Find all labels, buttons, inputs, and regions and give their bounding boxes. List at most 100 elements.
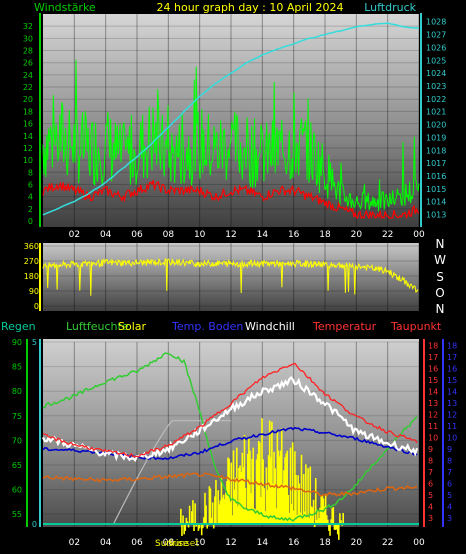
ground-temp-tick-10: 10 xyxy=(447,434,457,443)
legend: Regen Luftfeuchte Solar Temp. Boden Wind… xyxy=(1,320,442,333)
humidity-tick-70: 70 xyxy=(12,436,22,445)
wind-tick-32: 32 xyxy=(23,22,33,31)
temperature-tick-6: 6 xyxy=(428,480,433,489)
wind-tick-20: 20 xyxy=(23,95,33,104)
pressure-tick-1022: 1022 xyxy=(426,95,446,104)
wind-tick-28: 28 xyxy=(23,47,33,56)
legend-temp-boden: Temp. Boden xyxy=(171,320,243,333)
direction-tick-180: 180 xyxy=(24,272,39,281)
wind-tick-4: 4 xyxy=(28,193,33,202)
direction-label-n-top: N xyxy=(436,237,445,251)
humidity-tick-65: 65 xyxy=(12,461,22,470)
temperature-tick-10: 10 xyxy=(428,434,438,443)
ground-temp-tick-6: 6 xyxy=(447,480,452,489)
x-tick-label-16: 16 xyxy=(288,230,300,240)
wind-tick-16: 16 xyxy=(23,120,33,129)
wind-tick-0: 0 xyxy=(28,217,33,226)
x-tick-label-04: 04 xyxy=(100,538,112,548)
x-tick-label-20: 20 xyxy=(351,230,363,240)
ground-temp-tick-3: 3 xyxy=(447,514,452,523)
temperature-tick-9: 9 xyxy=(428,445,433,454)
pressure-tick-1028: 1028 xyxy=(426,18,446,27)
x-tick-label-16: 16 xyxy=(288,538,300,548)
sunrise-label: Sunrise xyxy=(155,539,189,549)
direction-tick-labels: 0 90 180 270 360 xyxy=(24,242,39,311)
legend-temperatur: Temperatur xyxy=(312,320,377,333)
ground-temp-tick-13: 13 xyxy=(447,399,457,408)
direction-label-n-bottom: N xyxy=(436,302,445,316)
ground-temp-tick-7: 7 xyxy=(447,468,452,477)
wind-tick-26: 26 xyxy=(23,59,33,68)
temperature-tick-3: 3 xyxy=(428,514,433,523)
wind-tick-8: 8 xyxy=(28,168,33,177)
x-tick-label-12: 12 xyxy=(225,538,236,548)
ground-temp-tick-12: 12 xyxy=(447,411,457,420)
pressure-tick-1016: 1016 xyxy=(426,172,446,181)
pressure-tick-1024: 1024 xyxy=(426,69,446,78)
x-tick-label-22: 22 xyxy=(382,230,393,240)
humidity-tick-90: 90 xyxy=(12,338,22,347)
temperature-tick-labels: 3 4 5 6 7 8 9 10 11 12 13 14 15 16 17 18 xyxy=(428,341,438,523)
x-tick-label-14: 14 xyxy=(257,538,269,548)
legend-taupunkt: Taupunkt xyxy=(390,320,442,333)
temperature-tick-12: 12 xyxy=(428,411,438,420)
wind-x-tick-labels: 02 04 06 08 10 12 14 16 18 20 22 00 xyxy=(69,230,425,240)
wind-tick-12: 12 xyxy=(23,144,33,153)
humidity-tick-75: 75 xyxy=(12,412,22,421)
x-tick-label-14: 14 xyxy=(257,230,269,240)
temperature-line xyxy=(42,362,418,458)
temperature-tick-13: 13 xyxy=(428,399,438,408)
temperature-tick-15: 15 xyxy=(428,376,438,385)
direction-label-o: O xyxy=(435,286,444,300)
dewpoint-line xyxy=(42,472,418,498)
pressure-tick-1017: 1017 xyxy=(426,159,446,168)
pressure-tick-labels: 1013 1014 1015 1016 1017 1018 1019 1020 1021 1022… xyxy=(426,18,446,220)
temperature-tick-18: 18 xyxy=(428,341,438,350)
wind-direction-panel: 0 90 180 270 360 N W S O N xyxy=(24,237,446,316)
x-tick-label-22: 22 xyxy=(382,538,393,548)
temperature-tick-4: 4 xyxy=(428,503,433,512)
humidity-tick-85: 85 xyxy=(12,363,22,372)
direction-tick-270: 270 xyxy=(24,257,39,266)
legend-solar: Solar xyxy=(118,320,147,333)
pressure-tick-1013: 1013 xyxy=(426,211,446,220)
rain-tick-0: 0 xyxy=(32,520,37,529)
pressure-axis-title: Luftdruck xyxy=(364,1,416,14)
humidity-tick-labels: 55 60 65 70 75 80 85 90 xyxy=(12,338,22,519)
direction-plot-bg xyxy=(43,243,419,311)
x-tick-label-06: 06 xyxy=(131,230,143,240)
wind-average-line xyxy=(42,180,420,220)
x-tick-label-02: 02 xyxy=(69,230,80,240)
wind-tick-22: 22 xyxy=(23,83,33,92)
humidity-tick-80: 80 xyxy=(12,387,22,396)
x-tick-label-18: 18 xyxy=(319,230,331,240)
temperature-tick-8: 8 xyxy=(428,457,433,466)
ground-temp-tick-11: 11 xyxy=(447,422,457,431)
pressure-tick-1019: 1019 xyxy=(426,133,446,142)
wind-tick-30: 30 xyxy=(23,34,33,43)
rain-tick-5: 5 xyxy=(32,338,37,347)
wind-tick-14: 14 xyxy=(23,132,33,141)
climate-x-tick-labels: 02 04 06 08 10 12 14 16 18 20 22 00 xyxy=(69,538,425,548)
wind-pressure-grid xyxy=(43,14,420,227)
ground-temp-tick-4: 4 xyxy=(447,503,452,512)
x-tick-label-12: 12 xyxy=(225,230,236,240)
x-tick-label-10: 10 xyxy=(194,230,206,240)
x-tick-label-08: 08 xyxy=(163,538,175,548)
direction-tick-0: 0 xyxy=(34,302,39,311)
temperature-tick-16: 16 xyxy=(428,364,438,373)
x-tick-label-00: 00 xyxy=(413,230,425,240)
humidity-tick-55: 55 xyxy=(12,510,22,519)
temperature-tick-5: 5 xyxy=(428,491,433,500)
wind-pressure-series xyxy=(42,22,420,220)
wind-tick-18: 18 xyxy=(23,107,33,116)
wind-tick-10: 10 xyxy=(23,156,33,165)
pressure-tick-1014: 1014 xyxy=(426,198,446,207)
pressure-tick-1018: 1018 xyxy=(426,146,446,155)
ground-temp-tick-8: 8 xyxy=(447,457,452,466)
x-tick-label-08: 08 xyxy=(163,230,175,240)
x-tick-label-18: 18 xyxy=(319,538,331,548)
pressure-tick-1026: 1026 xyxy=(426,43,446,52)
